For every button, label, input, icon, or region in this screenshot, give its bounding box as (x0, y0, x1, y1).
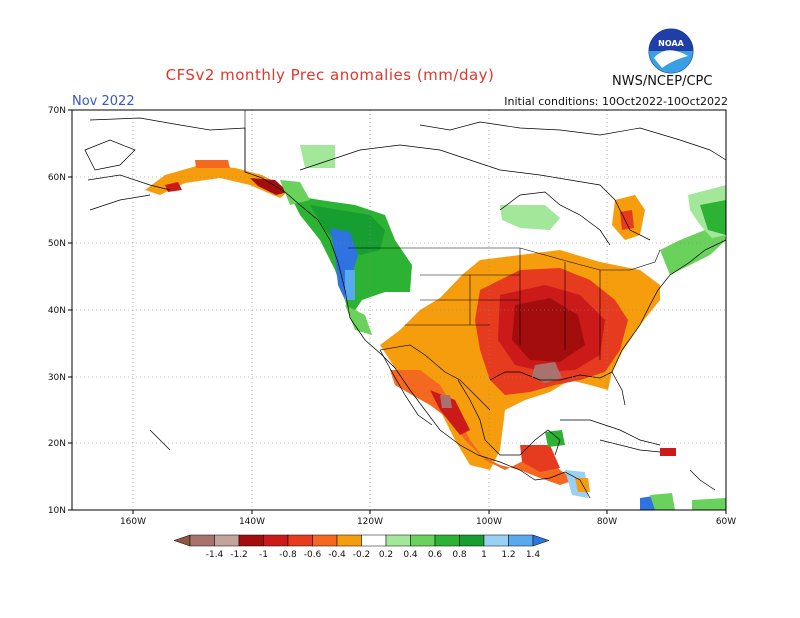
lon-tick-labels: 160W 140W 120W 100W 80W 60W (120, 517, 736, 527)
colorbar-label: -0.8 (279, 550, 297, 560)
lat-tick-label: 10N (48, 506, 66, 516)
colorbar-label: 0.2 (379, 550, 393, 560)
colorbar-label: -1.2 (230, 550, 248, 560)
colorbar-swatch (459, 534, 485, 547)
colorbar-swatch (287, 534, 313, 547)
colorbar-label: 0.6 (428, 550, 443, 560)
colorbar-label: -0.2 (353, 550, 371, 560)
colorbar-swatch (312, 534, 338, 547)
colorbar-label: -1.4 (206, 550, 224, 560)
colorbar-swatch (508, 534, 534, 547)
initial-conditions: Initial conditions: 10Oct2022-10Oct2022 (504, 95, 728, 108)
colorbar-swatch (361, 534, 387, 547)
lat-tick-label: 20N (48, 439, 66, 449)
colorbar-label: -0.6 (304, 550, 322, 560)
colorbar-label: 0.4 (403, 550, 418, 560)
borders (244, 110, 661, 411)
colorbar-swatch (189, 534, 215, 547)
colorbar-label: -1 (259, 550, 268, 560)
colorbar-swatch (434, 534, 460, 547)
colorbar-label: 1 (481, 550, 487, 560)
lat-tick-label: 40N (48, 306, 66, 316)
lon-tick-label: 120W (357, 517, 383, 527)
colorbar-swatch (238, 534, 264, 547)
colorbar-swatch (410, 534, 436, 547)
lat-tick-label: 60N (48, 173, 66, 183)
lon-tick-label: 160W (120, 517, 146, 527)
colorbar-label: 0.8 (452, 550, 467, 560)
logo-text: NOAA (658, 39, 684, 48)
lat-tick-label: 70N (48, 106, 66, 116)
lon-tick-label: 60W (716, 517, 736, 527)
agency-label: NWS/NCEP/CPC (612, 74, 713, 89)
colorbar-label: 1.2 (501, 550, 515, 560)
lon-tick-label: 100W (476, 517, 502, 527)
lat-tick-label: 50N (48, 239, 66, 249)
lat-tick-labels: 70N 60N 50N 40N 30N 20N 10N (48, 106, 66, 516)
chart-title: CFSv2 monthly Prec anomalies (mm/day) (165, 66, 495, 84)
noaa-logo: NOAA (648, 28, 694, 74)
colorbar-swatch (336, 534, 362, 547)
anomaly-fields (145, 145, 726, 510)
colorbar-label: -0.4 (328, 550, 346, 560)
colorbar-arrow-low (173, 534, 191, 547)
colorbar-swatch (483, 534, 509, 547)
colorbar-swatch (214, 534, 240, 547)
lat-tick-label: 30N (48, 373, 66, 383)
lon-tick-label: 140W (239, 517, 265, 527)
colorbar-swatch (385, 534, 411, 547)
lon-tick-label: 80W (597, 517, 617, 527)
colorbar-arrow-high (532, 534, 550, 547)
forecast-month: Nov 2022 (72, 94, 135, 109)
colorbar-swatch (263, 534, 289, 547)
graticule (72, 110, 726, 510)
colorbar-label: 1.4 (526, 550, 541, 560)
colorbar: -1.4 -1.2 -1 -0.8 -0.6 -0.4 -0.2 0.2 0.4 0.6 0.8 1 1… (173, 534, 550, 560)
